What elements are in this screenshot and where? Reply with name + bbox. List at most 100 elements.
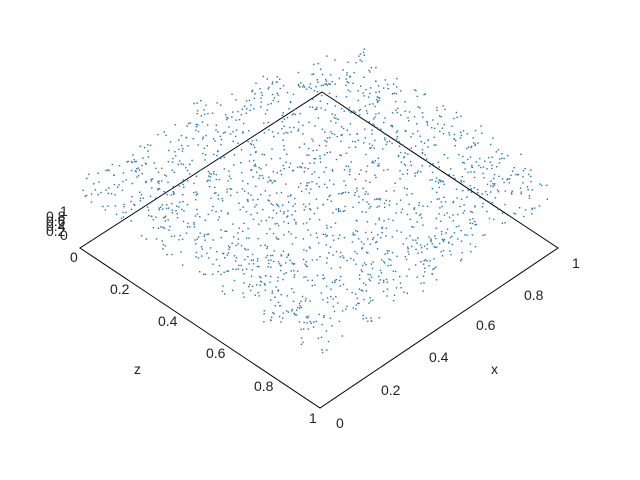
- data-point: [232, 268, 234, 270]
- data-point: [248, 263, 250, 265]
- data-point: [396, 111, 398, 114]
- data-point: [254, 206, 256, 208]
- data-point: [375, 66, 377, 69]
- data-point: [208, 172, 211, 174]
- data-point: [323, 183, 326, 185]
- data-point: [299, 86, 301, 88]
- data-point: [341, 107, 343, 110]
- data-point: [280, 255, 283, 257]
- data-point: [189, 173, 191, 175]
- data-point: [180, 134, 183, 137]
- data-point: [336, 135, 338, 138]
- data-point: [417, 170, 419, 172]
- data-point: [378, 165, 380, 167]
- data-point: [187, 145, 189, 147]
- data-point: [132, 154, 134, 156]
- data-point: [356, 133, 358, 135]
- data-point: [470, 210, 472, 213]
- data-point: [365, 211, 367, 213]
- data-point: [451, 235, 453, 238]
- data-point: [118, 184, 120, 186]
- data-point: [373, 125, 375, 127]
- data-point: [162, 248, 164, 250]
- data-point: [494, 183, 496, 185]
- data-point: [546, 198, 549, 200]
- data-point: [180, 251, 182, 253]
- data-point: [330, 267, 333, 270]
- data-point: [279, 265, 282, 267]
- data-point: [431, 127, 433, 129]
- data-point: [460, 260, 462, 262]
- data-point: [449, 236, 452, 239]
- data-point: [318, 186, 320, 188]
- data-point: [220, 237, 222, 239]
- data-point: [202, 136, 204, 138]
- data-point: [451, 125, 453, 127]
- data-point: [466, 147, 468, 150]
- data-point: [229, 246, 231, 249]
- data-point: [261, 153, 263, 156]
- data-point: [178, 139, 180, 141]
- data-point: [263, 154, 265, 156]
- data-point: [358, 196, 360, 198]
- data-point: [471, 234, 474, 236]
- data-point: [346, 72, 348, 74]
- data-point: [375, 241, 377, 244]
- data-point: [204, 273, 207, 275]
- data-point: [326, 84, 328, 86]
- data-point: [496, 166, 498, 168]
- data-point: [255, 204, 257, 206]
- data-point: [356, 187, 358, 189]
- data-point: [214, 186, 216, 188]
- data-point: [392, 299, 395, 302]
- data-point: [323, 277, 326, 279]
- data-point: [182, 179, 184, 181]
- data-point: [301, 295, 304, 298]
- data-point: [400, 151, 402, 154]
- data-point: [138, 191, 141, 193]
- data-point: [254, 163, 256, 166]
- data-point: [252, 176, 254, 178]
- data-point: [346, 288, 348, 291]
- data-point: [511, 193, 513, 195]
- data-point: [326, 198, 329, 201]
- data-point: [220, 104, 222, 106]
- data-point: [249, 283, 251, 286]
- data-point: [297, 270, 299, 272]
- data-point: [306, 265, 308, 268]
- data-point: [333, 133, 336, 136]
- data-point: [471, 211, 473, 213]
- data-point: [496, 189, 499, 191]
- z-axis-label: z: [134, 361, 141, 377]
- data-point: [474, 144, 476, 146]
- data-point: [237, 238, 240, 240]
- data-point: [151, 187, 153, 189]
- data-point: [193, 221, 195, 224]
- data-point: [317, 81, 319, 83]
- data-point: [171, 212, 174, 214]
- data-point: [474, 143, 476, 145]
- data-point: [399, 282, 402, 284]
- data-point: [282, 139, 284, 141]
- data-point: [200, 99, 202, 102]
- data-point: [181, 208, 183, 211]
- data-point: [473, 142, 475, 144]
- x-tick-label: 1: [572, 255, 580, 271]
- data-point: [267, 103, 269, 106]
- data-point: [310, 87, 312, 90]
- data-point: [286, 153, 288, 155]
- data-point: [282, 250, 285, 252]
- data-point: [309, 106, 311, 108]
- tick-labels: 0 0.2 0.4 0.6 0.8 1 0 0.2 0.4 0.6 0.8 1 …: [46, 203, 580, 431]
- data-point: [522, 170, 525, 172]
- data-point: [339, 234, 341, 236]
- data-point: [455, 111, 458, 114]
- data-point: [283, 273, 285, 275]
- data-point: [321, 323, 323, 326]
- data-point: [473, 187, 475, 189]
- data-point: [176, 213, 178, 215]
- data-point: [164, 245, 167, 247]
- data-point: [470, 188, 472, 190]
- data-point: [395, 270, 397, 273]
- data-point: [221, 290, 224, 292]
